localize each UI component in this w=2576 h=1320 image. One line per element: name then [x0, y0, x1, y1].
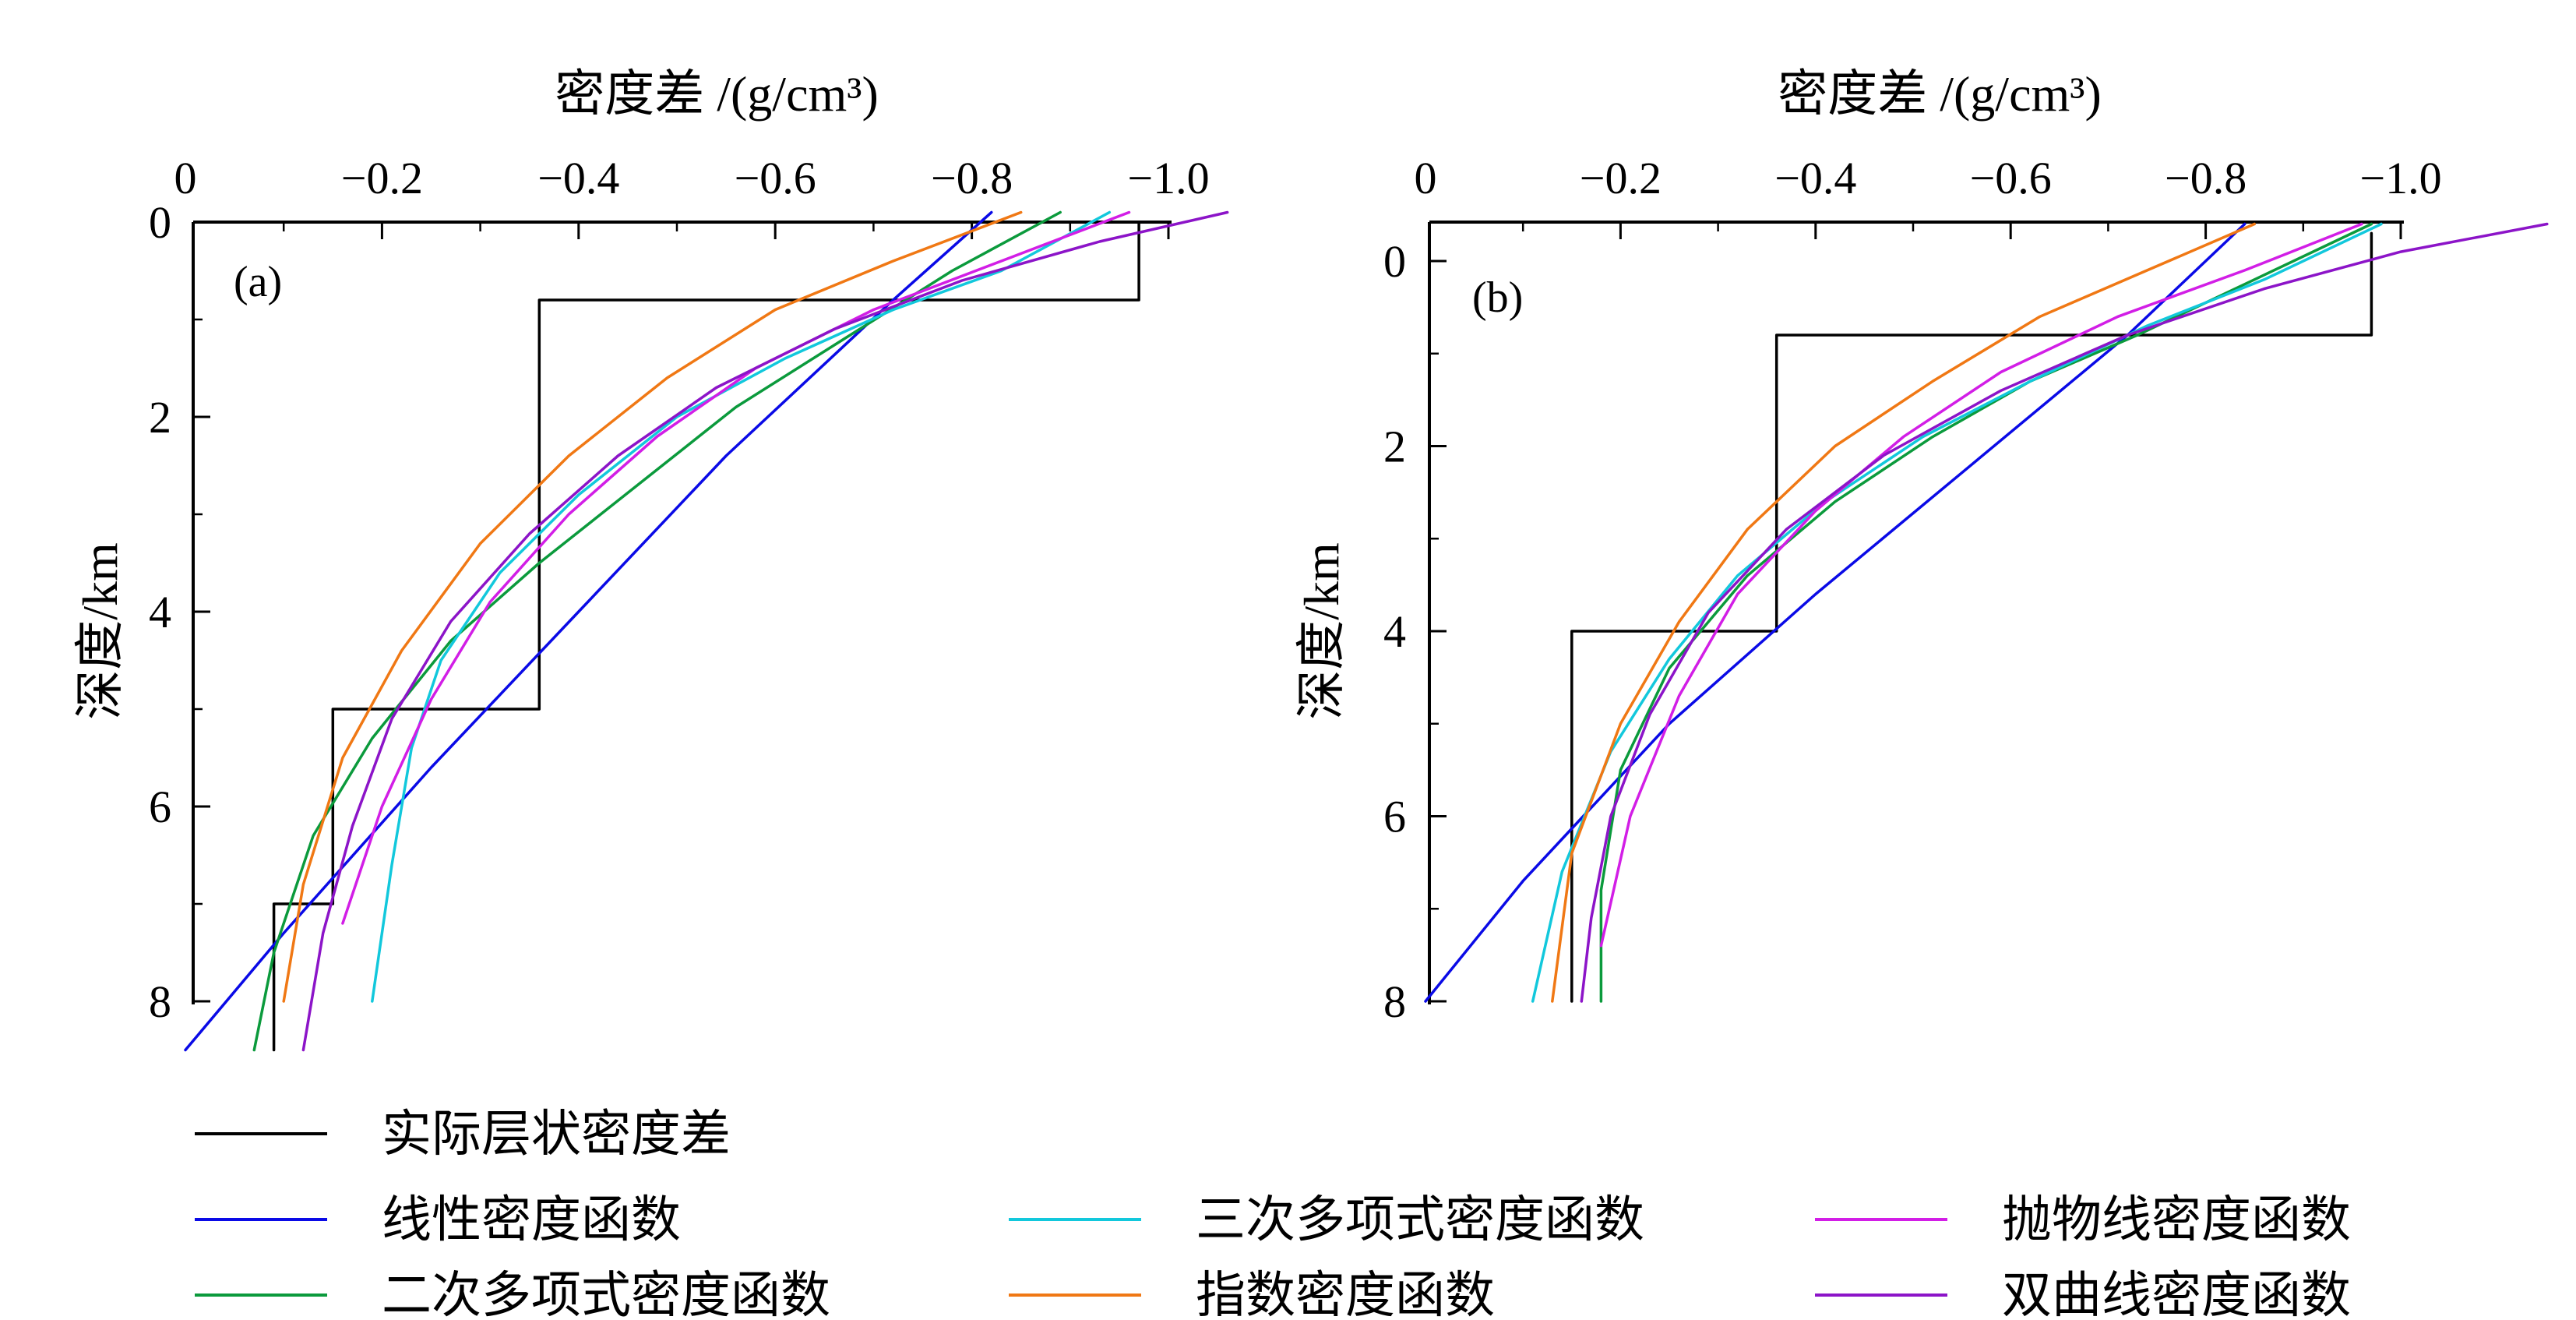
x-tick-label-b: −0.2	[1580, 153, 1662, 203]
series-line-b-5	[1599, 222, 2363, 948]
series-line-a-4	[282, 210, 1023, 1003]
panel-b: 密度差 /(g/cm³) 深度/km (b) 0 −0.2 −0.4 −0.6 −0.8…	[1294, 66, 2549, 1027]
axes-a: 0 −0.2 −0.4 −0.6 −0.8 −1.0 0 2 4 6 8	[149, 153, 1210, 1027]
y-tick-label-b: 2	[1383, 422, 1406, 472]
y-tick-label-b: 4	[1383, 606, 1406, 657]
legend-label: 三次多项式密度函数	[1196, 1192, 1644, 1248]
legend-item-5: 抛物线密度函数	[1815, 1192, 2351, 1248]
y-tick-label-b: 0	[1383, 236, 1406, 287]
panel-label-b: (b)	[1472, 274, 1523, 322]
y-tick-label-a: 4	[149, 587, 171, 637]
legend-label: 二次多项式密度函数	[382, 1268, 830, 1320]
series-line-a-5	[341, 210, 1131, 925]
y-axis-title-b: 深度/km	[1294, 542, 1349, 720]
legend-label: 实际层状密度差	[382, 1106, 731, 1162]
y-tick-label-a: 0	[149, 197, 171, 248]
series-line-b-6	[1580, 222, 2549, 1003]
y-tick-label-b: 6	[1383, 792, 1406, 842]
legend-item-0: 实际层状密度差	[195, 1106, 731, 1162]
x-tick-label-a: −0.4	[537, 153, 619, 203]
legend-item-3: 三次多项式密度函数	[1009, 1192, 1644, 1248]
x-tick-label-a: −1.0	[1127, 153, 1209, 203]
series-line-a-2	[252, 210, 1062, 1052]
legend-item-2: 二次多项式密度函数	[195, 1268, 830, 1320]
y-axis-title-a: 深度/km	[72, 542, 128, 720]
x-axis-title-b: 密度差 /(g/cm³)	[1778, 66, 2102, 122]
x-tick-label-a: −0.2	[341, 153, 423, 203]
series-line-a-3	[371, 210, 1112, 1003]
series-line-a-0	[272, 221, 1140, 1052]
y-tick-label-a: 6	[149, 782, 171, 832]
x-tick-label-a: −0.6	[735, 153, 816, 203]
series-group-a	[184, 210, 1229, 1052]
x-axis-title-a: 密度差 /(g/cm³)	[555, 66, 879, 122]
panel-label-a: (a)	[234, 258, 282, 306]
x-tick-label-a: −0.8	[931, 153, 1013, 203]
x-tick-label-a: 0	[174, 153, 197, 203]
x-tick-label-b: −1.0	[2359, 153, 2441, 203]
series-line-a-6	[301, 210, 1229, 1052]
series-line-b-4	[1551, 222, 2256, 1003]
y-tick-label-b: 8	[1383, 976, 1406, 1027]
y-tick-label-a: 8	[149, 976, 171, 1027]
x-tick-label-b: −0.6	[1970, 153, 2052, 203]
legend-label: 线性密度函数	[382, 1192, 681, 1248]
legend-item-1: 线性密度函数	[195, 1192, 681, 1248]
x-tick-label-b: 0	[1415, 153, 1437, 203]
series-line-b-3	[1531, 222, 2383, 1003]
series-line-b-0	[1570, 231, 2373, 1003]
series-line-b-2	[1599, 222, 2373, 1003]
legend-item-4: 指数密度函数	[1009, 1268, 1495, 1320]
x-tick-label-b: −0.4	[1774, 153, 1856, 203]
series-line-a-1	[184, 210, 993, 1052]
axes-b: 0 −0.2 −0.4 −0.6 −0.8 −1.0 0 2 4 6 8	[1383, 153, 2442, 1027]
legend-label: 双曲线密度函数	[2002, 1268, 2351, 1320]
legend-item-6: 双曲线密度函数	[1815, 1268, 2351, 1320]
y-tick-label-a: 2	[149, 392, 171, 443]
legend-label: 抛物线密度函数	[2002, 1192, 2351, 1248]
panel-a: 密度差 /(g/cm³) 深度/km (a) 0 −0.2 −0.4 −0.6 −0.8…	[72, 66, 1229, 1052]
x-tick-label-b: −0.8	[2165, 153, 2247, 203]
legend-label: 指数密度函数	[1196, 1268, 1495, 1320]
series-group-b	[1424, 222, 2549, 1003]
